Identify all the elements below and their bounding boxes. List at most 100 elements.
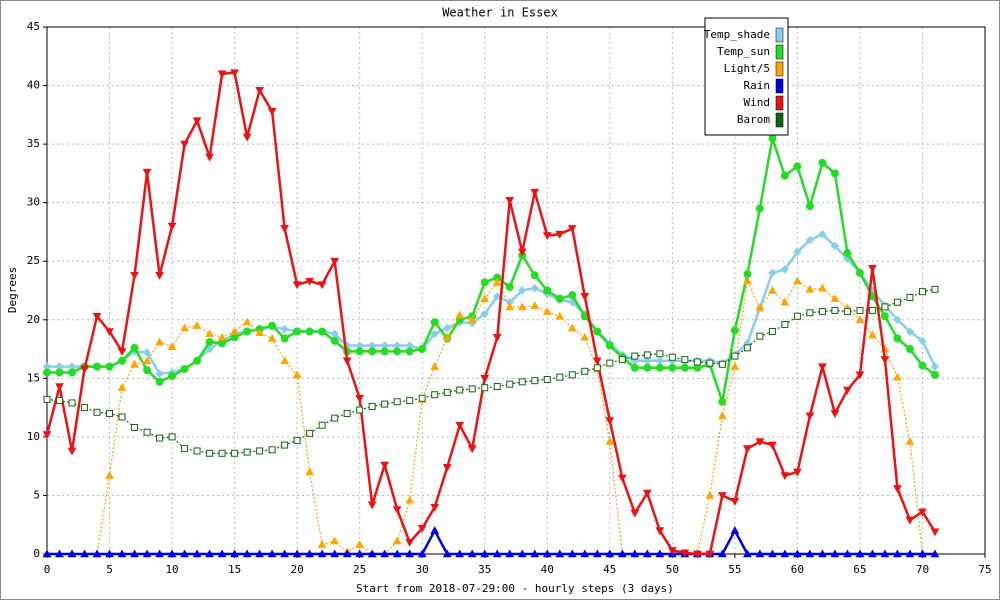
point [105, 549, 114, 558]
point [605, 549, 615, 558]
point [355, 347, 364, 356]
point [893, 298, 901, 306]
point [755, 204, 764, 213]
point [780, 472, 790, 481]
point [242, 549, 252, 558]
point [331, 414, 339, 422]
point [130, 343, 139, 352]
point [506, 380, 514, 388]
point [805, 202, 814, 211]
point [142, 356, 152, 365]
point [681, 356, 689, 364]
point [680, 363, 689, 372]
point [205, 153, 214, 162]
point [580, 549, 590, 558]
point [818, 283, 827, 292]
point [330, 536, 340, 545]
point [905, 327, 915, 336]
point [380, 549, 390, 558]
point [493, 292, 502, 301]
point [480, 309, 489, 319]
point [768, 549, 777, 558]
point [93, 408, 101, 416]
point [593, 327, 602, 336]
point [893, 372, 902, 381]
point [705, 550, 715, 559]
point [530, 188, 540, 197]
point [367, 501, 377, 510]
point [517, 549, 527, 558]
point [868, 264, 877, 273]
point [755, 303, 765, 312]
point [305, 467, 314, 476]
point [743, 276, 752, 285]
point [430, 526, 440, 534]
point [830, 294, 840, 302]
point [805, 412, 815, 421]
point [292, 281, 302, 290]
point [567, 225, 577, 233]
point [868, 549, 877, 558]
point [267, 549, 277, 558]
x-tick-label: 10 [165, 563, 178, 576]
point [467, 315, 477, 324]
point [617, 549, 627, 558]
point [106, 409, 114, 417]
point [93, 362, 102, 371]
point [167, 549, 177, 558]
point [830, 169, 839, 178]
point [117, 549, 127, 558]
point [793, 276, 802, 285]
point [55, 383, 64, 392]
point [793, 247, 802, 257]
point [368, 402, 376, 410]
series-line [47, 280, 935, 555]
point [117, 348, 127, 356]
point [67, 447, 77, 456]
point [768, 134, 777, 143]
point [743, 549, 752, 558]
legend-swatch [775, 112, 784, 128]
point [768, 441, 777, 450]
point [492, 277, 502, 286]
point [530, 301, 540, 310]
point [831, 306, 839, 314]
point [818, 230, 827, 239]
point [192, 321, 202, 329]
point [768, 268, 777, 278]
point [743, 445, 752, 454]
point [580, 332, 590, 341]
point [280, 334, 289, 343]
point [855, 268, 864, 277]
point [142, 348, 152, 357]
point [492, 549, 502, 558]
point [218, 449, 226, 457]
point [605, 417, 615, 426]
point [155, 271, 164, 280]
point [180, 364, 189, 373]
point [468, 385, 476, 393]
point [743, 270, 752, 279]
point [393, 347, 402, 356]
legend-label: Temp_sun [717, 45, 770, 58]
point [905, 516, 915, 525]
point [217, 549, 227, 558]
point [267, 333, 277, 342]
point [818, 363, 827, 372]
chart-title: Weather in Essex [442, 6, 558, 20]
point [543, 286, 552, 295]
point [256, 447, 264, 455]
point [655, 527, 665, 536]
point [242, 133, 252, 142]
point [130, 359, 139, 368]
point [655, 549, 665, 558]
point [206, 449, 214, 457]
point [531, 377, 539, 385]
point [317, 281, 327, 290]
point [130, 271, 139, 280]
point [305, 549, 314, 558]
point [555, 230, 565, 239]
point [768, 327, 776, 335]
point [768, 285, 777, 294]
